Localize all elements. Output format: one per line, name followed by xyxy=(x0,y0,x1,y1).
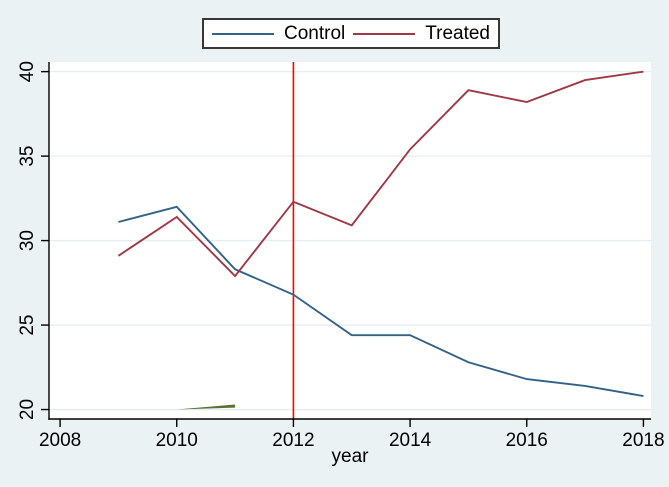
x-tick-label-2018: 2018 xyxy=(622,430,664,451)
y-tick-label-40: 40 xyxy=(17,61,38,82)
x-tick-label-2010: 2010 xyxy=(156,430,198,451)
y-tick-label-20: 20 xyxy=(17,399,38,420)
green-segment xyxy=(176,404,236,410)
y-tick-label-25: 25 xyxy=(17,314,38,335)
legend-box: Control Treated xyxy=(202,18,500,49)
x-tick-label-2016: 2016 xyxy=(506,430,548,451)
legend-item-control: Control xyxy=(211,23,346,44)
series-line-treated xyxy=(117,70,644,278)
series-line-control xyxy=(118,205,644,397)
x-tick-label-2008: 2008 xyxy=(39,430,81,451)
legend-label-treated: Treated xyxy=(425,23,490,44)
x-tick-label-2014: 2014 xyxy=(389,430,432,451)
y-tick-label-35: 35 xyxy=(17,146,38,167)
legend-item-treated: Treated xyxy=(353,24,490,43)
x-tick-label-2012: 2012 xyxy=(272,430,314,451)
x-axis-title: year xyxy=(331,446,369,467)
legend-label-control: Control xyxy=(283,23,346,44)
treated-line-sample xyxy=(353,32,416,35)
control-line-sample xyxy=(211,32,274,35)
y-tick-label-30: 30 xyxy=(17,230,38,251)
